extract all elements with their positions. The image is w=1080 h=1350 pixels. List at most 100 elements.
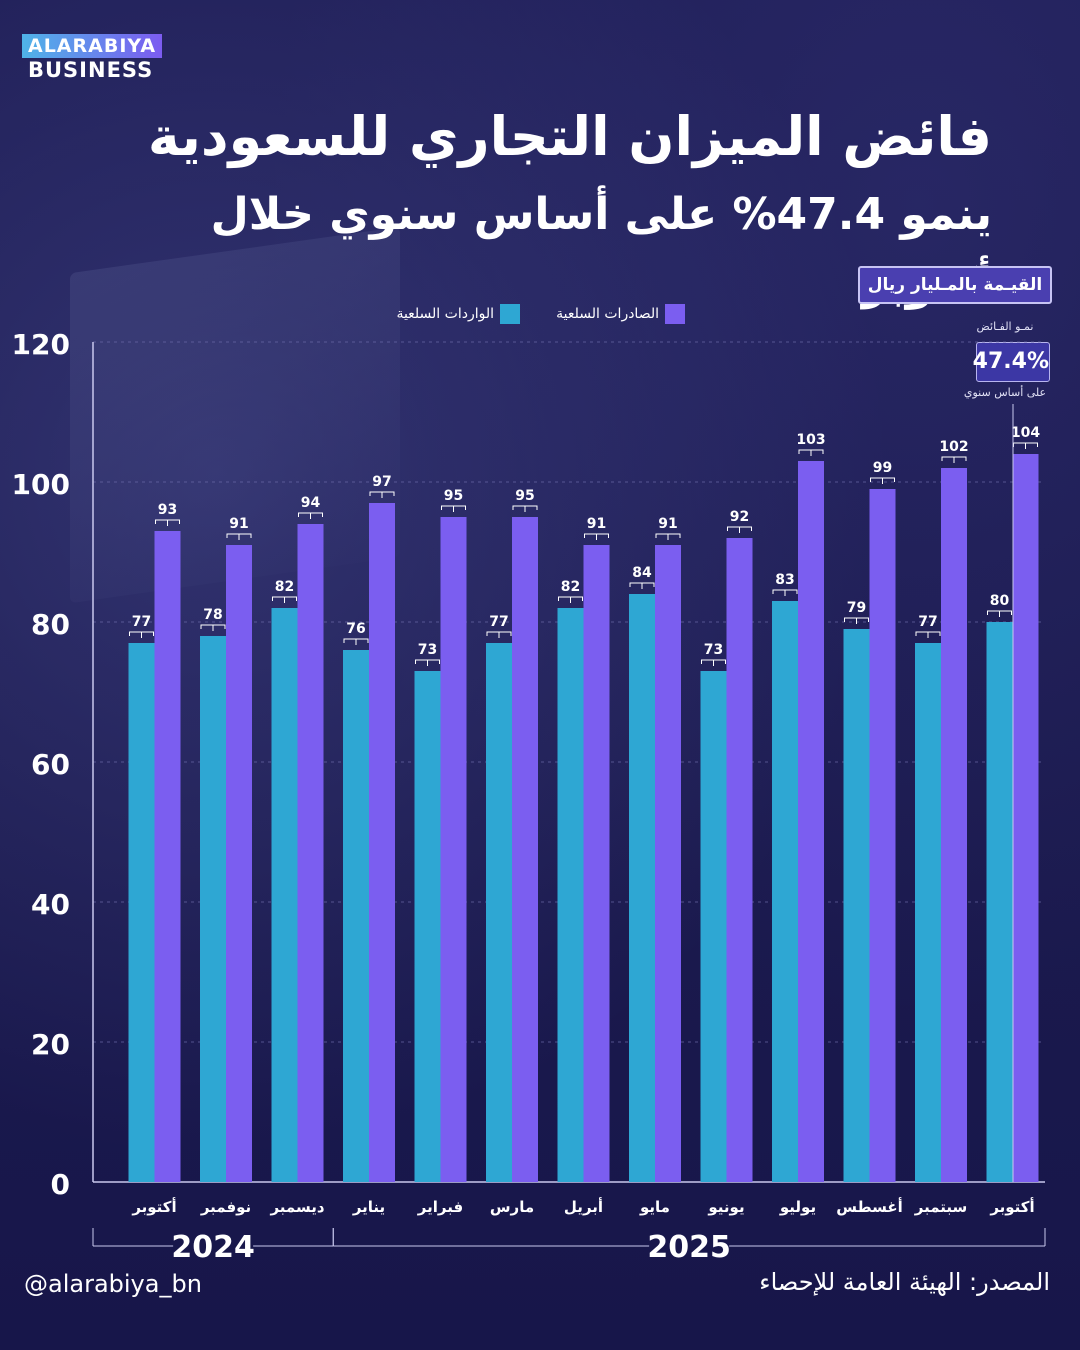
value-bracket [272,596,297,603]
import-value-label: 82 [561,579,580,595]
value-bracket [343,638,369,645]
page-title: فائض الميزان التجاري للسعودية [147,105,992,168]
export-value-label: 94 [301,495,321,511]
year-label: 2024 [171,1230,255,1265]
export-value-label: 95 [444,488,463,504]
brand-logo: ALARABIYA BUSINESS [22,34,163,82]
year-label: 2025 [647,1230,731,1265]
export-bar [726,538,753,1182]
export-value-label: 93 [158,502,177,518]
value-bracket [441,505,466,512]
export-bar [1012,454,1039,1182]
export-value-label: 95 [515,488,534,504]
import-value-label: 77 [489,614,508,630]
export-value-label: 99 [873,460,892,476]
y-tick-label: 40 [31,888,70,921]
growth-callout-top: نمـو الفـائض [976,320,1034,333]
value-bracket [155,519,180,526]
value-bracket [798,449,824,456]
export-bar [440,517,467,1182]
y-tick-label: 60 [31,748,70,781]
export-value-label: 92 [730,509,749,525]
import-bar [486,643,512,1182]
import-value-label: 77 [132,614,151,630]
value-bracket [200,624,226,631]
social-handle: @alarabiya_bn [24,1270,202,1298]
value-bracket [298,512,323,519]
x-tick-label: أكتوبر [131,1197,176,1216]
import-value-label: 78 [203,607,222,623]
x-tick-label: مايو [639,1198,670,1216]
value-bracket [941,456,967,463]
export-bar [583,545,610,1182]
import-bar [128,643,155,1182]
value-bracket [226,533,252,540]
growth-callout-value: 47.4% [973,342,1050,382]
y-tick-label: 100 [12,468,70,501]
import-bar [986,622,1013,1182]
import-bar [343,650,369,1182]
brand-line2: BUSINESS [28,58,154,82]
import-value-label: 77 [918,614,937,630]
export-bar [798,461,824,1182]
legend-exports-label: الصادرات السلعية [556,306,659,322]
x-tick-label: يونيو [707,1198,744,1216]
y-tick-label: 80 [31,608,70,641]
import-bar [629,594,655,1182]
value-bracket [701,659,726,666]
value-bracket [987,610,1012,617]
value-bracket [584,533,609,540]
export-value-label: 102 [939,439,968,455]
legend-exports: الصادرات السلعية [556,304,685,326]
x-tick-label: يوليو [779,1198,816,1216]
value-bracket [727,526,752,533]
export-bar [869,489,896,1182]
import-value-label: 82 [275,579,294,595]
x-tick-label: فبراير [417,1198,463,1216]
export-bar [226,545,252,1182]
import-value-label: 79 [847,600,866,616]
y-tick-label: 120 [12,328,70,361]
export-value-label: 91 [658,516,677,532]
export-bar [154,531,181,1182]
export-value-label: 97 [372,474,391,490]
legend-imports: الواردات السلعية [396,304,520,326]
value-bracket [558,596,583,603]
value-bracket [415,659,440,666]
value-bracket [1013,442,1038,449]
x-tick-label: أبريل [564,1197,603,1216]
import-bar [700,671,727,1182]
import-value-label: 73 [704,642,723,658]
growth-callout-bottom: على أساس سنوي [963,386,1047,399]
value-bracket [772,589,798,596]
export-bar [512,517,538,1182]
import-bar [915,643,941,1182]
x-tick-label: يناير [352,1198,385,1216]
import-bar [200,636,226,1182]
value-bracket [512,505,538,512]
import-value-label: 76 [346,621,365,637]
x-tick-label: سبتمبر [914,1198,968,1216]
x-tick-label: ديسمبر [269,1198,324,1216]
value-bracket [369,491,395,498]
x-tick-label: أغسطس [836,1197,902,1216]
value-bracket [486,631,512,638]
import-bar [772,601,798,1182]
value-bracket [870,477,895,484]
import-bar [414,671,441,1182]
value-bracket [129,631,154,638]
import-value-label: 73 [418,642,437,658]
export-value-label: 104 [1011,425,1040,441]
y-tick-label: 0 [51,1168,70,1201]
legend-exports-swatch [665,304,685,324]
x-tick-label: أكتوبر [989,1197,1034,1216]
import-bar [271,608,298,1182]
source-note: المصدر: الهيئة العامة للإحصاء [759,1268,1050,1296]
export-value-label: 91 [587,516,606,532]
import-bar [843,629,870,1182]
value-bracket [655,533,681,540]
brand-line1: ALARABIYA [22,34,163,58]
import-value-label: 84 [632,565,652,581]
value-bracket [629,582,655,589]
